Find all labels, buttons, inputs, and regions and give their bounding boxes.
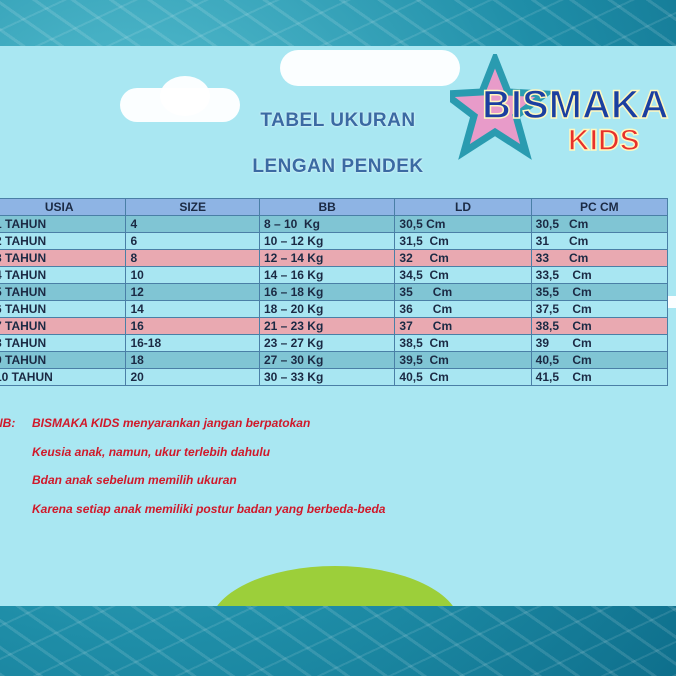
cell-ld: 37 Cm bbox=[394, 317, 532, 335]
cell-usia: 10 TAHUN bbox=[0, 368, 127, 386]
cell-usia: 7 TAHUN bbox=[0, 317, 127, 335]
cell-ld: 32 Cm bbox=[394, 249, 532, 267]
cell-pc: 39 Cm bbox=[530, 334, 669, 352]
table-row: 10 TAHUN 20 30 – 33 Kg 40,5 Cm 41,5 Cm bbox=[0, 368, 669, 386]
cell-ld: 36 Cm bbox=[394, 300, 532, 318]
cell-size: 14 bbox=[125, 300, 260, 318]
table-row: 3 TAHUN 8 12 – 14 Kg 32 Cm 33 Cm bbox=[0, 249, 669, 267]
cell-usia: 2 TAHUN bbox=[0, 232, 127, 250]
note-line: Keusia anak, namun, ukur terlebih dahulu bbox=[32, 445, 271, 459]
table-row: 6 TAHUN 14 18 – 20 Kg 36 Cm 37,5 Cm bbox=[0, 300, 669, 318]
cell-usia: 1 TAHUN bbox=[0, 215, 127, 233]
cell-ld: 30,5 Cm bbox=[394, 215, 532, 233]
cell-bb: 18 – 20 Kg bbox=[258, 300, 396, 318]
svg-text:KIDS: KIDS bbox=[568, 124, 640, 157]
header-size: SIZE bbox=[125, 198, 260, 216]
size-chart-panel: BISMAKA KIDS TABEL UKURAN LENGAN PENDEK … bbox=[0, 46, 676, 606]
header-usia: USIA bbox=[0, 198, 127, 216]
size-table: USIA SIZE BB LD PC CM 1 TAHUN 4 8 – 10 Kg 3… bbox=[0, 198, 669, 386]
cell-usia: 9 TAHUN bbox=[0, 351, 127, 369]
cell-bb: 27 – 30 Kg bbox=[258, 351, 396, 369]
table-header: USIA SIZE BB LD PC CM bbox=[0, 198, 669, 216]
cell-usia: 8 TAHUN bbox=[0, 334, 127, 352]
bismaka-kids-logo: BISMAKA KIDS bbox=[450, 54, 669, 160]
note-line: Bdan anak sebelum memilih ukuran bbox=[32, 473, 237, 487]
cell-bb: 10 – 12 Kg bbox=[258, 232, 396, 250]
cell-pc: 40,5 Cm bbox=[530, 351, 669, 369]
cell-size: 16 bbox=[125, 317, 260, 335]
cell-ld: 39,5 Cm bbox=[394, 351, 532, 369]
cell-size: 6 bbox=[125, 232, 260, 250]
note-line: BISMAKA KIDS menyarankan jangan berpatok… bbox=[32, 416, 311, 430]
cell-pc: 31 Cm bbox=[530, 232, 669, 250]
header-pc: PC CM bbox=[530, 198, 669, 216]
cloud bbox=[280, 50, 460, 86]
table-row: 4 TAHUN 10 14 – 16 Kg 34,5 Cm 33,5 Cm bbox=[0, 266, 669, 284]
cell-usia: 4 TAHUN bbox=[0, 266, 127, 284]
cell-size: 16-18 bbox=[125, 334, 260, 352]
cell-size: 20 bbox=[125, 368, 260, 386]
cell-bb: 21 – 23 Kg bbox=[258, 317, 396, 335]
cell-usia: 5 TAHUN bbox=[0, 283, 127, 301]
cell-pc: 37,5 Cm bbox=[530, 300, 669, 318]
cell-pc: 33 Cm bbox=[530, 249, 669, 267]
cell-bb: 16 – 18 Kg bbox=[258, 283, 396, 301]
cell-ld: 35 Cm bbox=[394, 283, 532, 301]
table-row: 8 TAHUN 16-18 23 – 27 Kg 38,5 Cm 39 Cm bbox=[0, 334, 669, 352]
cell-size: 18 bbox=[125, 351, 260, 369]
cell-size: 8 bbox=[125, 249, 260, 267]
table-row: 7 TAHUN 16 21 – 23 Kg 37 Cm 38,5 Cm bbox=[0, 317, 669, 335]
cell-pc: 30,5 Cm bbox=[530, 215, 669, 233]
cell-ld: 31,5 Cm bbox=[394, 232, 532, 250]
cell-bb: 14 – 16 Kg bbox=[258, 266, 396, 284]
table-row: 2 TAHUN 6 10 – 12 Kg 31,5 Cm 31 Cm bbox=[0, 232, 669, 250]
cell-ld: 38,5 Cm bbox=[394, 334, 532, 352]
cell-pc: 41,5 Cm bbox=[530, 368, 669, 386]
cell-pc: 35,5 Cm bbox=[530, 283, 669, 301]
cell-bb: 23 – 27 Kg bbox=[258, 334, 396, 352]
cell-bb: 12 – 14 Kg bbox=[258, 249, 396, 267]
cloud bbox=[160, 76, 210, 116]
chart-title: TABEL UKURAN bbox=[260, 110, 416, 131]
header-bb: BB bbox=[258, 198, 396, 216]
header-ld: LD bbox=[394, 198, 532, 216]
table-row: 9 TAHUN 18 27 – 30 Kg 39,5 Cm 40,5 Cm bbox=[0, 351, 669, 369]
cell-bb: 8 – 10 Kg bbox=[258, 215, 396, 233]
table-row: 1 TAHUN 4 8 – 10 Kg 30,5 Cm 30,5 Cm bbox=[0, 215, 669, 233]
svg-text:BISMAKA: BISMAKA bbox=[482, 83, 669, 127]
cell-usia: 6 TAHUN bbox=[0, 300, 127, 318]
chart-subtitle: LENGAN PENDEK bbox=[252, 156, 424, 177]
cell-pc: 38,5 Cm bbox=[530, 317, 669, 335]
cell-usia: 3 TAHUN bbox=[0, 249, 127, 267]
table-row: 5 TAHUN 12 16 – 18 Kg 35 Cm 35,5 Cm bbox=[0, 283, 669, 301]
cell-ld: 40,5 Cm bbox=[394, 368, 532, 386]
cell-pc: 33,5 Cm bbox=[530, 266, 669, 284]
note-line: Karena setiap anak memiliki postur badan… bbox=[32, 502, 386, 516]
notes-label: NB: bbox=[0, 416, 16, 430]
cell-size: 12 bbox=[125, 283, 260, 301]
cell-size: 10 bbox=[125, 266, 260, 284]
cell-ld: 34,5 Cm bbox=[394, 266, 532, 284]
green-hill bbox=[210, 566, 460, 606]
cell-bb: 30 – 33 Kg bbox=[258, 368, 396, 386]
cell-size: 4 bbox=[125, 215, 260, 233]
